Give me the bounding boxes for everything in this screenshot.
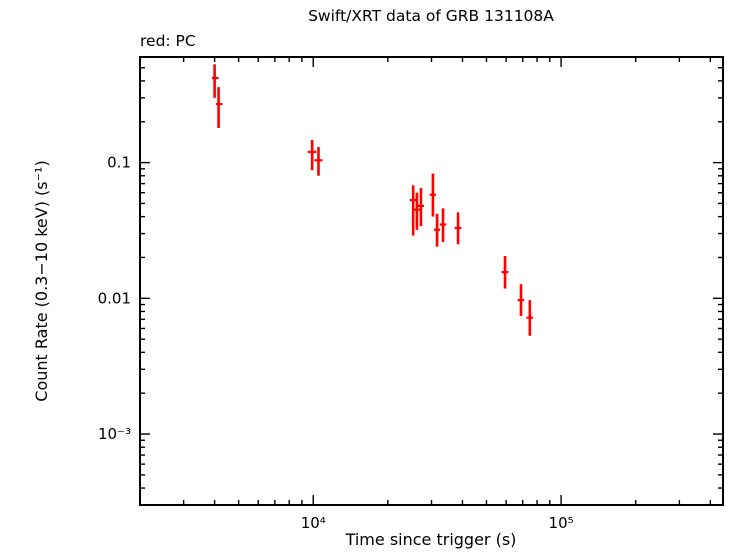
- axis-ticks: [140, 57, 723, 505]
- mode-label: red: PC: [140, 32, 196, 50]
- y-axis-label: Count Rate (0.3−10 keV) (s⁻¹): [32, 160, 51, 401]
- x-axis-label: Time since trigger (s): [345, 530, 517, 549]
- data-point: [429, 173, 437, 217]
- data-point: [517, 284, 525, 317]
- data-point: [417, 187, 425, 227]
- y-tick-label: 10⁻³: [98, 425, 131, 443]
- data-point: [307, 139, 317, 171]
- data-point: [501, 256, 509, 289]
- data-point: [439, 208, 447, 243]
- y-tick-label: 0.01: [98, 289, 131, 307]
- data-point: [314, 147, 323, 176]
- data-point: [211, 64, 219, 98]
- data-point: [413, 192, 421, 230]
- data-points: [211, 64, 534, 336]
- data-point: [215, 87, 223, 128]
- x-tick-label: 10⁵: [549, 514, 574, 532]
- data-point: [526, 300, 534, 336]
- plot-frame: [139, 56, 724, 506]
- x-tick-label: 10⁴: [301, 514, 326, 532]
- data-point: [433, 213, 441, 247]
- y-tick-label: 0.1: [107, 154, 131, 172]
- data-point: [454, 212, 462, 245]
- data-point: [409, 185, 417, 236]
- chart-title: Swift/XRT data of GRB 131108A: [308, 7, 554, 25]
- tick-labels: 10⁴ 10⁵ 10⁻³ 0.01 0.1: [98, 154, 574, 532]
